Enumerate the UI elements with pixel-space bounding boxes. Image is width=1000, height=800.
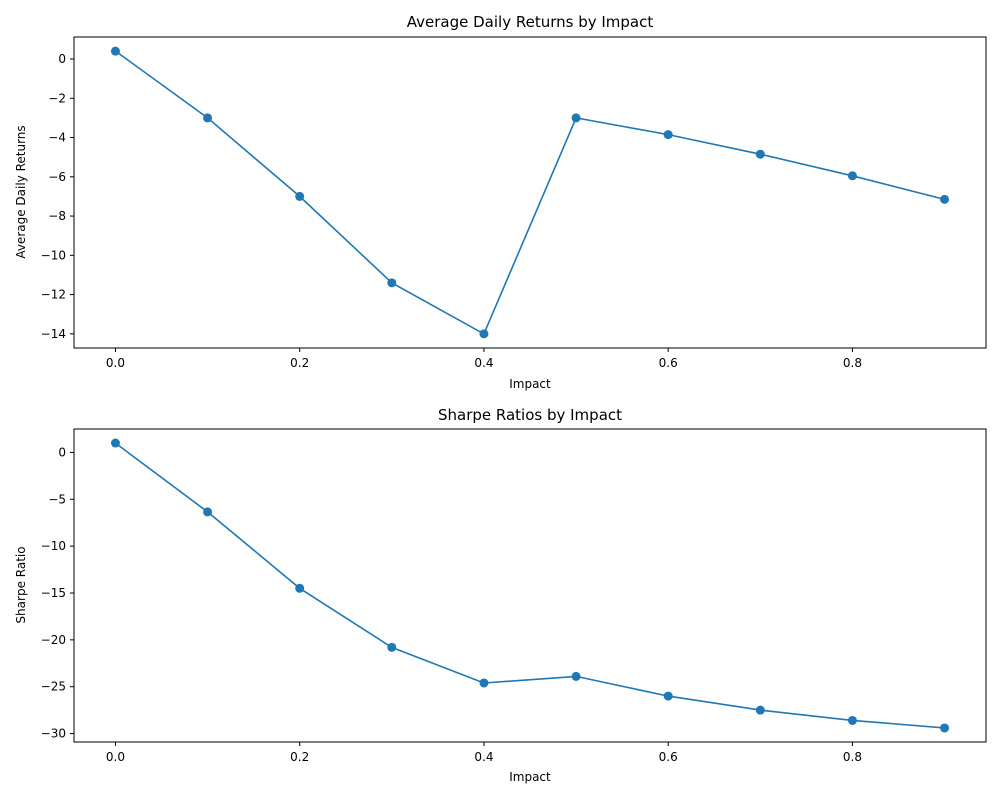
data-point <box>479 329 489 339</box>
data-point <box>295 191 305 201</box>
data-point <box>755 149 765 159</box>
y-axis-label: Average Daily Returns <box>14 125 28 258</box>
x-axis-label: Impact <box>509 770 551 784</box>
x-tick-label: 0.6 <box>659 356 678 370</box>
data-point <box>571 671 581 681</box>
x-axis-ticks: 0.0 0.2 0.4 0.6 0.8 <box>106 742 862 764</box>
data-point <box>755 705 765 715</box>
subplot-average-daily-returns: Average Daily Returns by Impact 0.0 0.2 0.… <box>14 13 987 391</box>
y-tick-label: −25 <box>41 680 66 694</box>
y-tick-label: −30 <box>41 727 66 741</box>
x-tick-label: 0.4 <box>474 356 493 370</box>
x-tick-label: 0.6 <box>659 750 678 764</box>
chart-title: Sharpe Ratios by Impact <box>438 406 622 424</box>
data-point <box>571 113 581 123</box>
y-tick-label: −4 <box>48 131 66 145</box>
x-tick-label: 0.2 <box>290 750 309 764</box>
y-tick-label: −2 <box>48 91 66 105</box>
data-point <box>847 715 857 725</box>
series-line <box>115 50 945 336</box>
plot-area <box>73 36 987 349</box>
x-tick-label: 0.8 <box>843 356 862 370</box>
y-tick-label: −14 <box>41 327 66 341</box>
y-tick-label: −5 <box>48 492 66 506</box>
y-tick-label: 0 <box>58 445 66 459</box>
x-tick-label: 0.2 <box>290 356 309 370</box>
data-point <box>663 130 673 140</box>
data-point <box>847 171 857 181</box>
series-line <box>115 442 945 729</box>
y-axis-ticks: 0 −2 −4 −6 −8 −10 −12 −14 <box>41 52 74 341</box>
subplot-sharpe-ratios: Sharpe Ratios by Impact 0.0 0.2 0.4 0.6 0.8 … <box>14 406 987 784</box>
data-point <box>295 583 305 593</box>
data-points <box>110 438 950 733</box>
x-tick-label: 0.0 <box>106 750 125 764</box>
x-tick-label: 0.4 <box>474 750 493 764</box>
x-axis-label: Impact <box>509 377 551 391</box>
data-point <box>203 113 213 123</box>
x-tick-label: 0.8 <box>843 750 862 764</box>
y-tick-label: −6 <box>48 170 66 184</box>
y-tick-label: −20 <box>41 633 66 647</box>
y-tick-label: −12 <box>41 288 66 302</box>
y-tick-label: −10 <box>41 248 66 262</box>
y-tick-label: −10 <box>41 539 66 553</box>
plot-area <box>73 428 987 743</box>
data-point <box>940 723 950 733</box>
data-point <box>940 194 950 204</box>
x-axis-ticks: 0.0 0.2 0.4 0.6 0.8 <box>106 348 862 370</box>
data-point <box>387 278 397 288</box>
data-point <box>110 46 120 56</box>
y-axis-label: Sharpe Ratio <box>14 546 28 623</box>
data-point <box>663 691 673 701</box>
data-point <box>203 507 213 517</box>
data-point <box>479 678 489 688</box>
y-tick-label: −15 <box>41 586 66 600</box>
data-point <box>387 642 397 652</box>
x-tick-label: 0.0 <box>106 356 125 370</box>
data-points <box>110 46 950 339</box>
chart-title: Average Daily Returns by Impact <box>407 13 654 31</box>
data-point <box>110 438 120 448</box>
y-axis-ticks: 0 −5 −10 −15 −20 −25 −30 <box>41 445 74 741</box>
y-tick-label: −8 <box>48 209 66 223</box>
y-tick-label: 0 <box>58 52 66 66</box>
